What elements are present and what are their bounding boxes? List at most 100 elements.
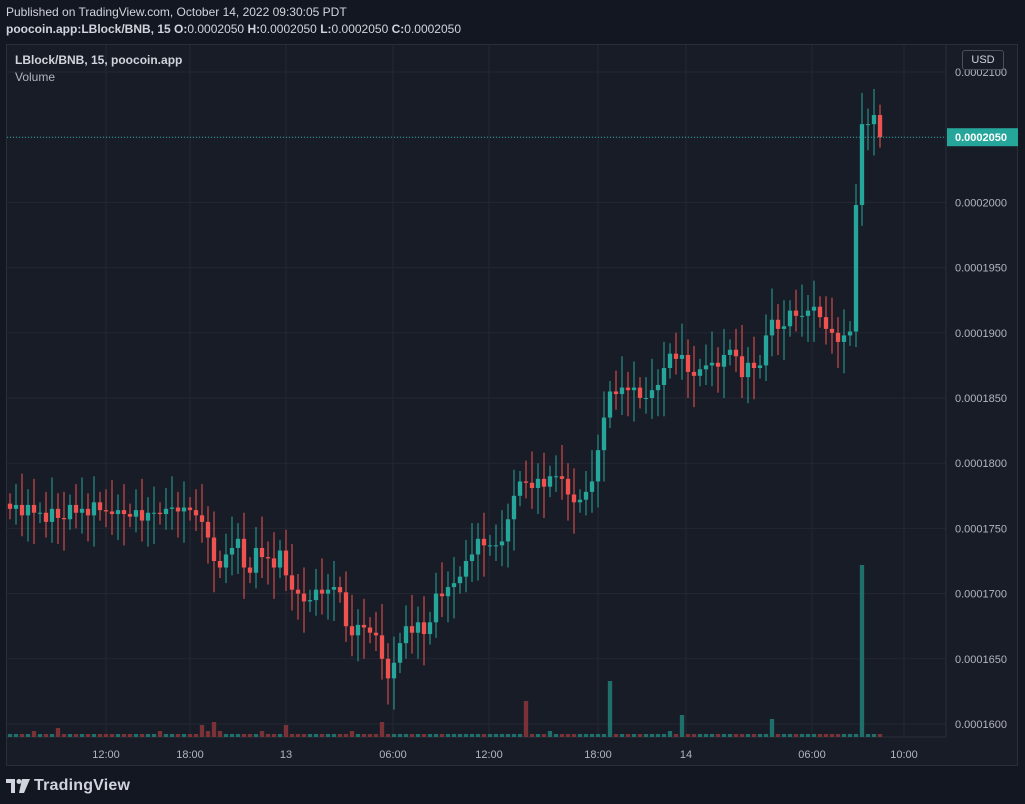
candle-body [109, 511, 115, 515]
volume-bar [229, 734, 235, 737]
candle-body [643, 398, 649, 399]
candle-body [709, 362, 715, 366]
candle-body [175, 507, 181, 512]
volume-bar [805, 734, 811, 737]
tradingview-footer: TradingView [6, 776, 130, 796]
volume-bar [757, 734, 763, 737]
volume-bar [325, 734, 331, 737]
candle-body [805, 310, 811, 316]
candle-body [295, 589, 301, 594]
published-line: Published on TradingView.com, October 14… [6, 5, 347, 19]
volume-bar [553, 734, 559, 737]
volume-bar [829, 734, 835, 737]
candle-body [637, 387, 643, 398]
volume-bar [637, 734, 643, 737]
volume-bar [319, 734, 325, 737]
candle-body [829, 328, 835, 333]
time-tick-label: 12:00 [92, 749, 120, 761]
candle-body [583, 491, 589, 500]
volume-bar [721, 734, 727, 737]
candle-body [157, 512, 163, 515]
volume-bar [427, 734, 433, 737]
volume-bar [349, 731, 355, 737]
candle-body [565, 478, 571, 495]
time-tick-label: 18:00 [584, 749, 612, 761]
volume-bar [619, 734, 625, 737]
candle-body [835, 332, 841, 342]
candle-body [235, 538, 241, 548]
volume-bar [259, 731, 265, 737]
candle-body [361, 624, 367, 628]
volume-bar [115, 734, 121, 737]
candle-body [433, 593, 439, 623]
candle-body [409, 626, 415, 633]
volume-bar [595, 734, 601, 737]
candle-body [103, 510, 109, 512]
volume-bar [649, 734, 655, 737]
candle-body [79, 508, 85, 513]
candle-body [553, 476, 559, 478]
candle-body [811, 306, 817, 311]
candle-body [529, 482, 535, 488]
volume-bar [781, 734, 787, 737]
candle-body [517, 481, 523, 496]
volume-bar [157, 731, 163, 737]
candle-body [421, 622, 427, 635]
volume-bar [289, 734, 295, 737]
candle-body [841, 335, 847, 342]
candle-body [301, 593, 307, 602]
volume-bar [121, 734, 127, 737]
volume-bar [91, 734, 97, 737]
volume-bar [691, 734, 697, 737]
candle-body [193, 510, 199, 516]
volume-bar [661, 734, 667, 737]
volume-bar [529, 734, 535, 737]
candle-body [307, 600, 313, 602]
volume-bar [55, 728, 61, 737]
volume-bar [559, 734, 565, 737]
candle-body [379, 635, 385, 659]
volume-bar [775, 734, 781, 737]
candle-body [817, 306, 823, 318]
candle-body [487, 545, 493, 547]
volume-bar [439, 734, 445, 737]
candle-body [265, 557, 271, 559]
candle-body [595, 450, 601, 482]
chart-pane[interactable] [6, 44, 1018, 766]
candle-body [673, 353, 679, 359]
volume-bar [127, 734, 133, 737]
volume-bar [535, 734, 541, 737]
candle-body [457, 576, 463, 584]
currency-button[interactable]: USD [962, 50, 1004, 70]
volume-bar [151, 734, 157, 737]
time-tick-label: 10:00 [890, 749, 918, 761]
volume-bar [379, 722, 385, 737]
price-tick-label: 0.0001600 [955, 719, 1007, 731]
price-tick-label: 0.0001700 [955, 589, 1007, 601]
volume-bar [703, 734, 709, 737]
volume-bar [193, 734, 199, 737]
candle-body [613, 391, 619, 395]
candle-body [577, 499, 583, 503]
volume-bar [835, 734, 841, 737]
volume-bar [313, 734, 319, 737]
volume-bar [709, 734, 715, 737]
time-tick-label: 13 [280, 749, 292, 761]
candle-body [775, 319, 781, 329]
candle-body [211, 537, 217, 561]
candle-body [823, 317, 829, 329]
candle-body [43, 512, 49, 522]
candle-body [469, 554, 475, 561]
volume-bar [295, 734, 301, 737]
open-value: 0.0002050 [187, 22, 245, 36]
volume-bar [715, 734, 721, 737]
price-tick-label: 0.0001650 [955, 654, 1007, 666]
price-tick-label: 0.0002000 [955, 197, 1007, 209]
time-tick-label: 18:00 [176, 749, 204, 761]
volume-bar [385, 734, 391, 737]
volume-bar [763, 734, 769, 737]
candle-body [121, 510, 127, 515]
volume-bar [547, 731, 553, 737]
candle-body [223, 554, 229, 568]
